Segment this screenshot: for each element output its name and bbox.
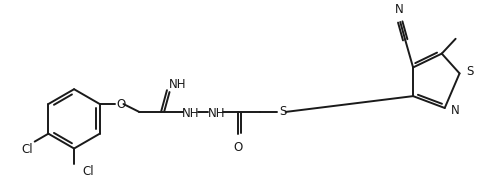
Text: O: O <box>233 141 243 154</box>
Text: NH: NH <box>182 107 199 120</box>
Text: NH: NH <box>207 107 225 120</box>
Text: S: S <box>279 105 286 118</box>
Text: O: O <box>116 98 125 111</box>
Text: Cl: Cl <box>21 143 33 156</box>
Text: S: S <box>466 65 474 78</box>
Text: Cl: Cl <box>82 165 94 178</box>
Text: NH: NH <box>169 78 186 91</box>
Text: N: N <box>451 104 459 118</box>
Text: N: N <box>395 3 404 16</box>
